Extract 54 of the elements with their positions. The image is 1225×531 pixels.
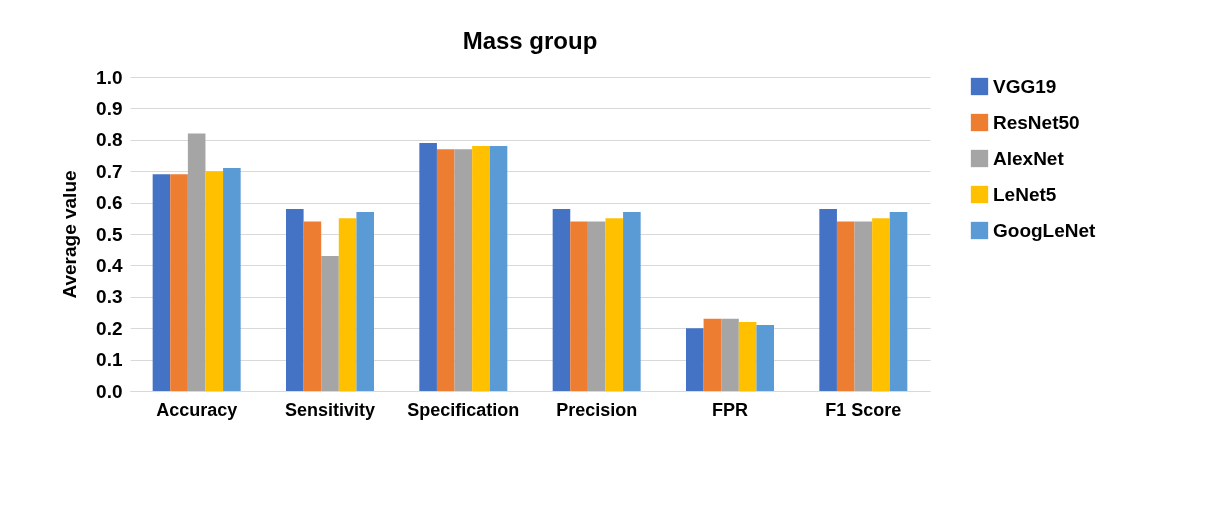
bar <box>419 142 437 391</box>
x-tick-label: Precision <box>556 399 638 420</box>
y-tick-label: 0.7 <box>96 160 123 182</box>
x-tick-label: FPR <box>712 399 748 420</box>
bar <box>436 149 455 391</box>
bar <box>836 221 855 391</box>
legend-label: LeNet5 <box>993 183 1057 205</box>
bar <box>605 218 624 391</box>
legend-label: VGG19 <box>993 75 1057 97</box>
bar <box>623 212 641 391</box>
bar <box>303 221 322 391</box>
x-tick-label: Specification <box>407 399 520 420</box>
bar <box>889 212 908 391</box>
bar <box>703 318 722 391</box>
bar <box>187 133 206 391</box>
bar <box>570 221 588 391</box>
y-tick-label: 0.0 <box>96 380 123 402</box>
legend-label: AlexNet <box>993 147 1065 169</box>
bar <box>454 149 473 391</box>
bar <box>472 146 490 391</box>
bar <box>819 208 837 391</box>
y-tick-label: 0.4 <box>96 254 123 276</box>
bar <box>223 168 241 391</box>
bar <box>321 255 339 391</box>
bar <box>170 174 188 391</box>
chart-title: Mass group <box>462 27 598 54</box>
bar <box>205 171 224 391</box>
bar <box>686 328 704 391</box>
bar <box>356 212 374 391</box>
bar <box>587 221 606 391</box>
bar <box>338 218 357 391</box>
y-tick-label: 0.9 <box>96 97 123 119</box>
y-tick-label: 0.1 <box>96 349 123 371</box>
bar <box>286 208 304 391</box>
bar <box>756 325 774 391</box>
bar <box>854 221 873 391</box>
bar <box>738 321 757 391</box>
y-tick-label: 1.0 <box>96 66 123 88</box>
legend-label: ResNet50 <box>993 111 1080 133</box>
bar <box>552 208 571 391</box>
x-tick-label: Accuracy <box>156 399 238 420</box>
x-tick-label: Sensitivity <box>284 399 376 420</box>
y-tick-label: 0.8 <box>96 129 123 151</box>
x-tick-label: F1 Score <box>825 399 902 420</box>
legend-label: GoogLeNet <box>993 219 1097 241</box>
bar <box>152 174 171 391</box>
bar <box>489 146 508 391</box>
bar <box>872 218 890 391</box>
y-tick-label: 0.3 <box>96 286 123 308</box>
y-tick-label: 0.6 <box>96 192 123 214</box>
y-axis-title: Average value <box>59 170 81 299</box>
y-tick-label: 0.5 <box>96 223 123 245</box>
y-tick-label: 0.2 <box>96 317 123 339</box>
bar <box>721 318 739 391</box>
